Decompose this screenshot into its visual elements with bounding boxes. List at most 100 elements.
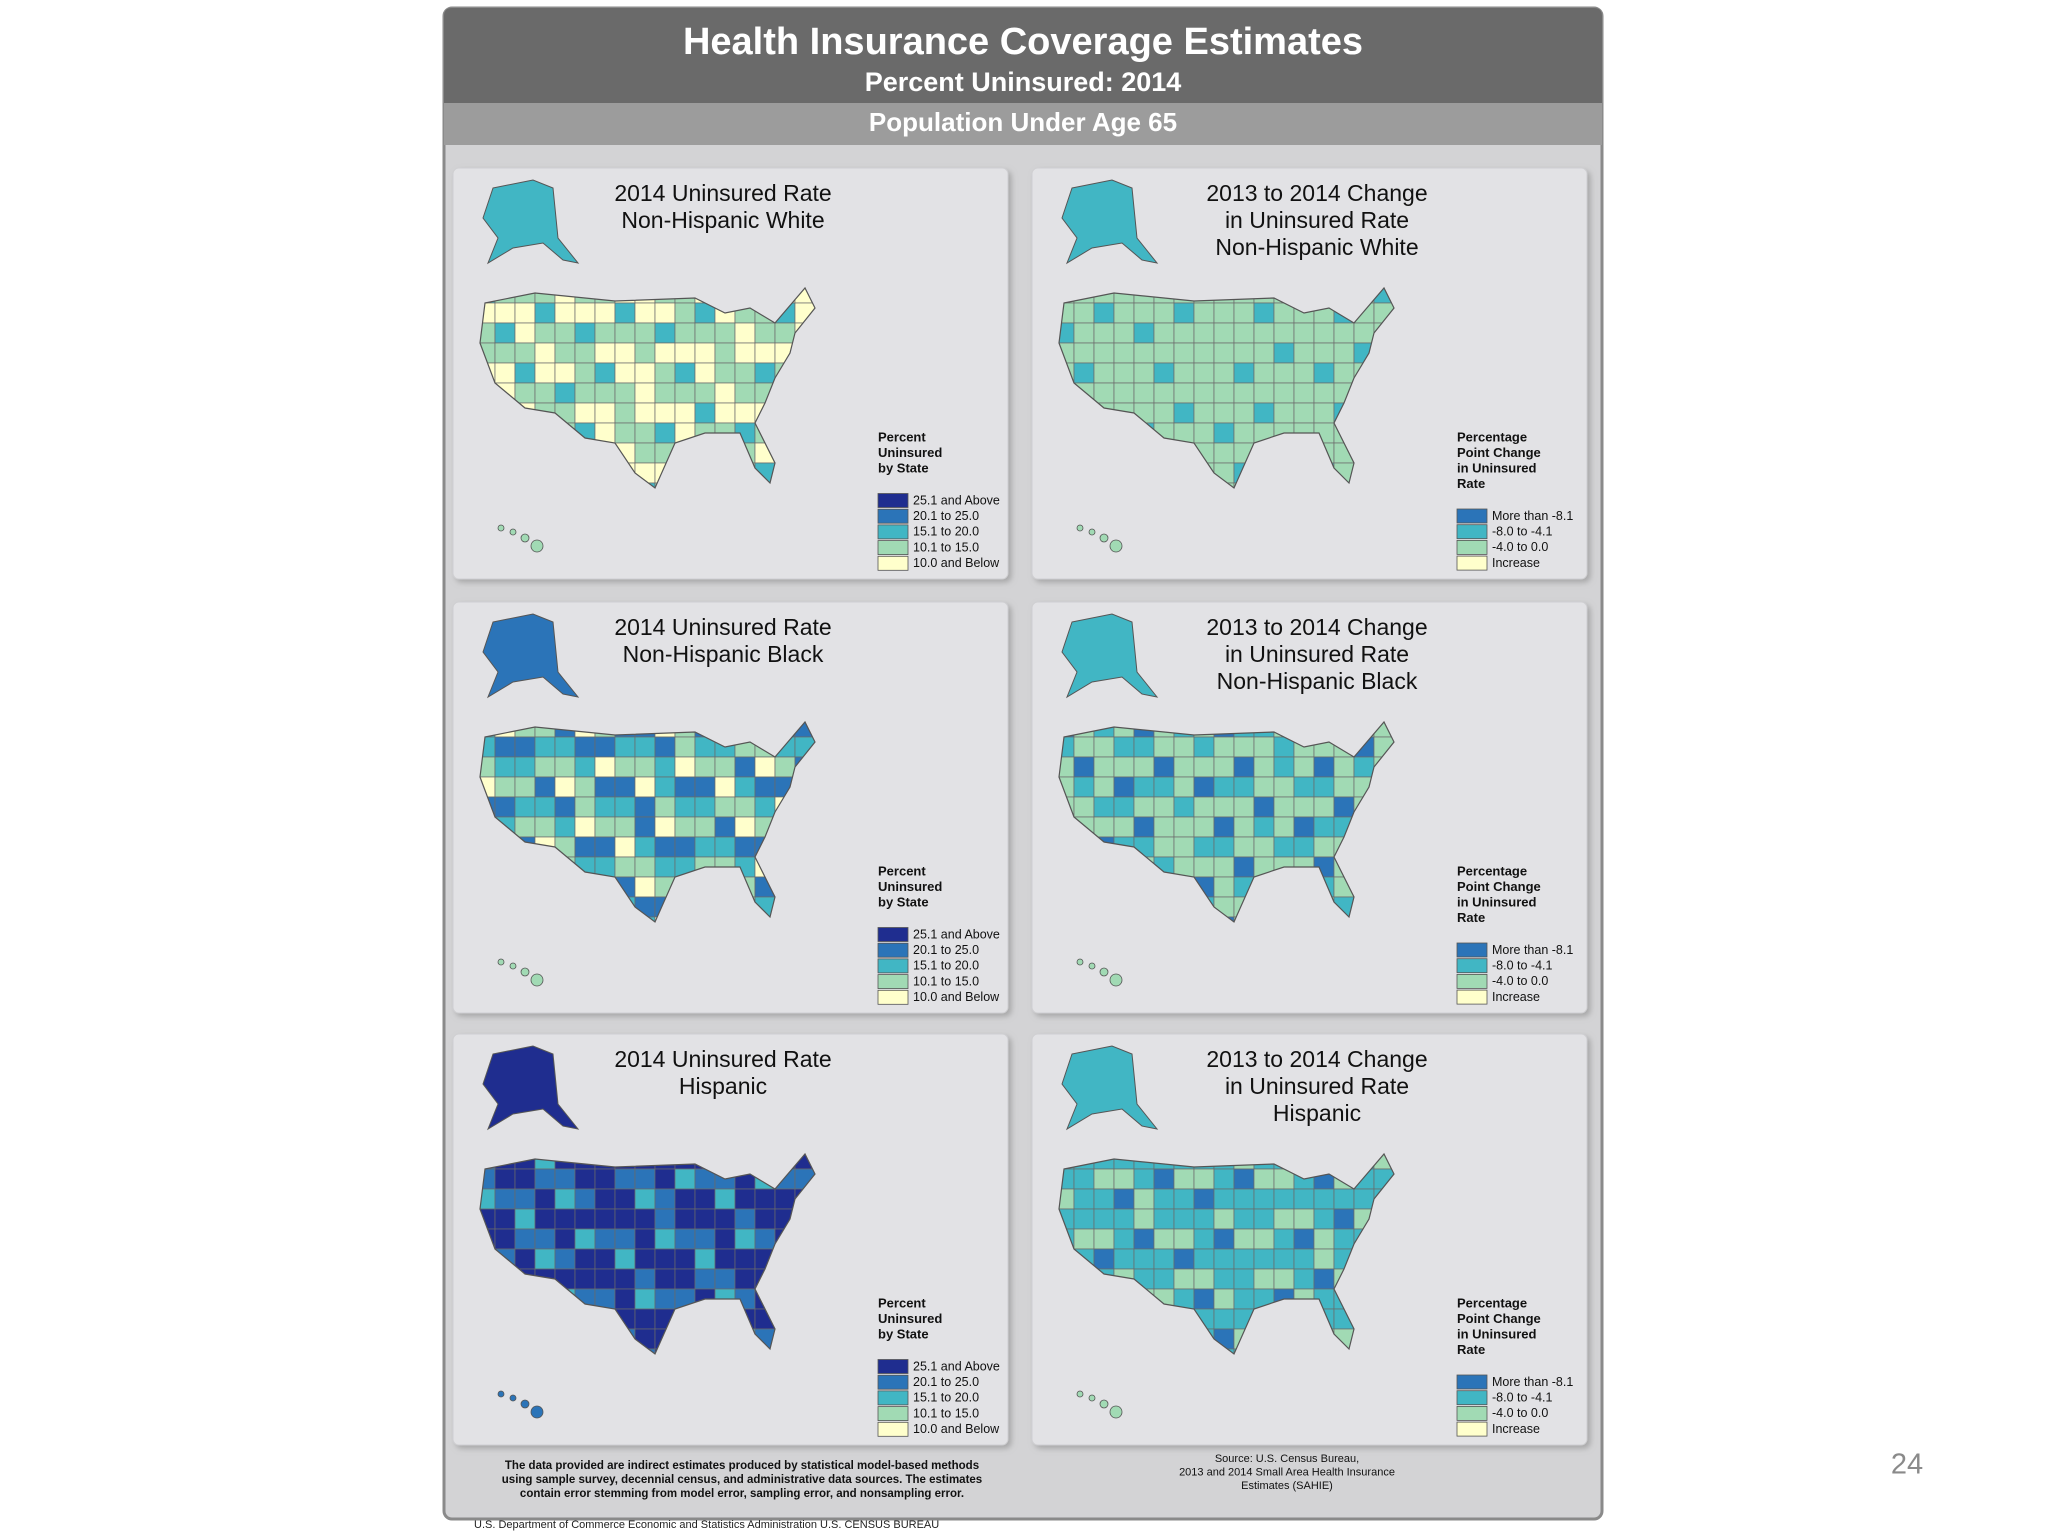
legend-title: in Uninsured — [1457, 460, 1537, 475]
state — [734, 756, 756, 778]
state — [1233, 756, 1255, 778]
source: Estimates (SAHIE) — [1241, 1480, 1333, 1492]
state — [1353, 756, 1375, 778]
state — [1213, 1228, 1235, 1250]
state — [754, 756, 776, 778]
hawaii — [530, 1405, 544, 1419]
state — [1293, 796, 1315, 818]
state — [1193, 382, 1215, 404]
legend-label: 20.1 to 25.0 — [913, 943, 979, 957]
state — [1113, 736, 1135, 758]
state — [734, 1268, 756, 1290]
state — [1253, 1188, 1275, 1210]
panel-title: 2014 Uninsured Rate — [614, 180, 831, 206]
state — [1293, 402, 1315, 424]
state — [1213, 856, 1235, 878]
state — [554, 1208, 576, 1230]
legend-title: Point Change — [1457, 1311, 1541, 1326]
state — [654, 302, 676, 324]
state — [654, 1208, 676, 1230]
state — [514, 796, 536, 818]
state — [514, 382, 536, 404]
panel-title: Non-Hispanic White — [1215, 234, 1418, 260]
state — [634, 1268, 656, 1290]
legend-title: Percent — [878, 429, 926, 444]
state — [1333, 1208, 1355, 1230]
state — [574, 1168, 596, 1190]
state — [714, 1208, 736, 1230]
state — [1233, 836, 1255, 858]
state — [634, 442, 656, 464]
legend-label: -4.0 to 0.0 — [1492, 974, 1548, 988]
panel-title: 2014 Uninsured Rate — [614, 1046, 831, 1072]
state — [574, 796, 596, 818]
legend-title: by State — [878, 460, 929, 475]
state — [514, 816, 536, 838]
state — [714, 382, 736, 404]
state — [1273, 836, 1295, 858]
state — [494, 322, 516, 344]
legend-swatch — [877, 958, 909, 974]
state — [534, 1208, 556, 1230]
state — [494, 1168, 516, 1190]
hawaii — [1088, 1394, 1096, 1402]
state — [1073, 1208, 1095, 1230]
state — [634, 1308, 656, 1330]
state — [1133, 302, 1155, 324]
state — [1233, 796, 1255, 818]
state — [1213, 776, 1235, 798]
state — [654, 736, 676, 758]
state — [1233, 322, 1255, 344]
state — [774, 756, 796, 778]
state — [1253, 736, 1275, 758]
state — [1333, 1228, 1355, 1250]
hawaii — [509, 1394, 517, 1402]
state — [1173, 816, 1195, 838]
panel-title: Non-Hispanic Black — [623, 641, 824, 667]
state — [734, 836, 756, 858]
state — [1213, 876, 1235, 898]
state — [674, 1208, 696, 1230]
state — [634, 776, 656, 798]
legend-label: -4.0 to 0.0 — [1492, 540, 1548, 554]
state — [1133, 362, 1155, 384]
legend-title: Uninsured — [878, 879, 942, 894]
hawaii — [1099, 967, 1109, 977]
state — [1233, 1268, 1255, 1290]
state — [1073, 1188, 1095, 1210]
state — [1213, 816, 1235, 838]
state — [514, 776, 536, 798]
state — [1153, 1168, 1175, 1190]
legend-label: 25.1 and Above — [913, 1359, 1000, 1373]
state — [1293, 836, 1315, 858]
state — [634, 402, 656, 424]
state — [1273, 796, 1295, 818]
state — [1353, 1188, 1375, 1210]
legend-label: 10.0 and Below — [913, 556, 1000, 570]
state — [1073, 776, 1095, 798]
legend-label: 15.1 to 20.0 — [913, 959, 979, 973]
state — [1273, 342, 1295, 364]
state — [1233, 776, 1255, 798]
state — [1073, 1228, 1095, 1250]
state — [1233, 856, 1255, 878]
state — [594, 796, 616, 818]
state — [1153, 1248, 1175, 1270]
state — [1233, 816, 1255, 838]
state — [1073, 756, 1095, 778]
state — [594, 322, 616, 344]
state — [1173, 796, 1195, 818]
state — [1173, 756, 1195, 778]
state — [714, 1228, 736, 1250]
state — [1073, 1168, 1095, 1190]
state — [1173, 1208, 1195, 1230]
state — [574, 776, 596, 798]
state — [494, 302, 516, 324]
hawaii — [1109, 539, 1123, 553]
state — [694, 756, 716, 778]
state — [1253, 1248, 1275, 1270]
state — [594, 342, 616, 364]
state — [694, 322, 716, 344]
